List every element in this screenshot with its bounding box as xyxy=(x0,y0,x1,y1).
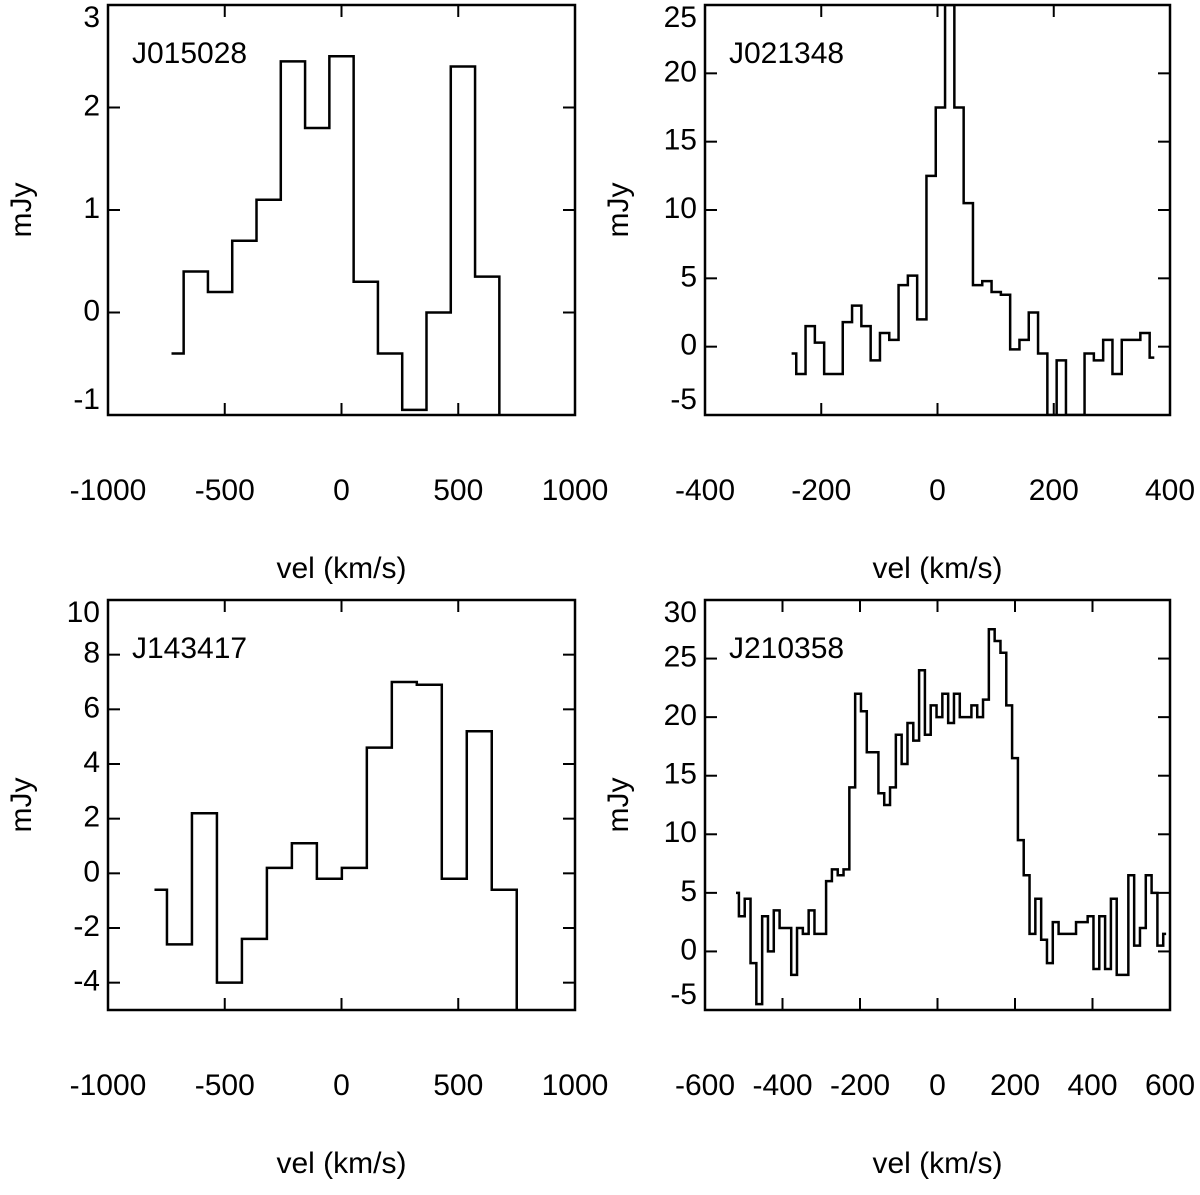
x-tick-label: -200 xyxy=(791,474,851,507)
y-tick-label: 25 xyxy=(664,640,697,673)
spectrum-line xyxy=(736,628,1167,1006)
y-tick-label: 2 xyxy=(83,801,100,834)
panel-title: J143417 xyxy=(132,632,247,665)
y-tick-label: 0 xyxy=(83,855,100,888)
x-axis-label: vel (km/s) xyxy=(873,552,1003,585)
y-tick-label: 15 xyxy=(664,124,697,157)
y-tick-label: 0 xyxy=(680,329,697,362)
y-tick-label: 15 xyxy=(664,758,697,791)
y-tick-label: 25 xyxy=(664,1,697,34)
panel: -1000 -500 0 500 1000 -4 -2 0 2 4 6 8 10 vel (km/s) mJ… xyxy=(5,596,608,1180)
y-tick-label: 20 xyxy=(664,699,697,732)
x-tick-label: 500 xyxy=(433,474,483,507)
x-tick-label: -1000 xyxy=(70,474,147,507)
y-tick-label: 8 xyxy=(83,637,100,670)
x-tick-label: 1000 xyxy=(542,474,609,507)
x-tick-label: 0 xyxy=(333,474,350,507)
x-tick-label: 0 xyxy=(929,1069,946,1102)
y-tick-label: 2 xyxy=(83,89,100,122)
x-tick-label: 1000 xyxy=(542,1069,609,1102)
x-tick-label: 500 xyxy=(433,1069,483,1102)
y-tick-label: 0 xyxy=(83,294,100,327)
x-tick-label: 0 xyxy=(333,1069,350,1102)
y-axis-label: mJy xyxy=(5,183,38,238)
x-tick-label: 200 xyxy=(1029,474,1079,507)
spectrum-line xyxy=(791,5,1155,415)
y-tick-label: 3 xyxy=(83,1,100,34)
spectrum-line xyxy=(154,680,518,1010)
y-tick-label: 5 xyxy=(680,875,697,908)
x-tick-label: -500 xyxy=(195,474,255,507)
y-tick-label: 10 xyxy=(664,816,697,849)
x-tick-label: -600 xyxy=(675,1069,735,1102)
x-tick-label: 400 xyxy=(1067,1069,1117,1102)
x-tick-label: 600 xyxy=(1145,1069,1195,1102)
x-axis-label: vel (km/s) xyxy=(873,1147,1003,1180)
x-tick-label: -500 xyxy=(195,1069,255,1102)
panel: -600 -400 -200 0 200 400 600 -5 0 5 10 15 20 25 30 vel … xyxy=(602,596,1195,1180)
y-tick-label: 6 xyxy=(83,691,100,724)
x-axis-label: vel (km/s) xyxy=(277,1147,407,1180)
y-tick-label: 10 xyxy=(67,596,100,629)
y-tick-label: 30 xyxy=(664,596,697,629)
y-axis-label: mJy xyxy=(602,778,635,833)
y-tick-label: 5 xyxy=(680,260,697,293)
y-tick-label: 0 xyxy=(680,933,697,966)
panel-title: J021348 xyxy=(729,37,844,70)
x-tick-label: -400 xyxy=(675,474,735,507)
x-tick-label: 200 xyxy=(990,1069,1040,1102)
y-tick-label: 4 xyxy=(83,746,100,779)
y-tick-label: 1 xyxy=(83,192,100,225)
x-tick-label: 0 xyxy=(929,474,946,507)
y-axis-label: mJy xyxy=(602,183,635,238)
panel: -400 -200 0 200 400 -5 0 5 10 15 20 25 vel (km/s) mJy… xyxy=(602,1,1195,585)
y-tick-label: -5 xyxy=(670,383,697,416)
spectrum-line xyxy=(171,55,501,415)
y-tick-label: -4 xyxy=(73,965,100,998)
y-tick-label: 20 xyxy=(664,55,697,88)
y-tick-label: 10 xyxy=(664,192,697,225)
panel-title: J210358 xyxy=(729,632,844,665)
y-tick-label: -1 xyxy=(73,383,100,416)
x-tick-label: -1000 xyxy=(70,1069,147,1102)
y-tick-label: -5 xyxy=(670,978,697,1011)
x-tick-label: -400 xyxy=(752,1069,812,1102)
x-tick-label: -200 xyxy=(830,1069,890,1102)
x-tick-label: 400 xyxy=(1145,474,1195,507)
x-axis-label: vel (km/s) xyxy=(277,552,407,585)
y-tick-label: -2 xyxy=(73,910,100,943)
y-axis-label: mJy xyxy=(5,778,38,833)
panel-title: J015028 xyxy=(132,37,247,70)
panel: -1000 -500 0 500 1000 -1 0 1 2 3 vel (km/s) mJy J015… xyxy=(5,1,608,585)
